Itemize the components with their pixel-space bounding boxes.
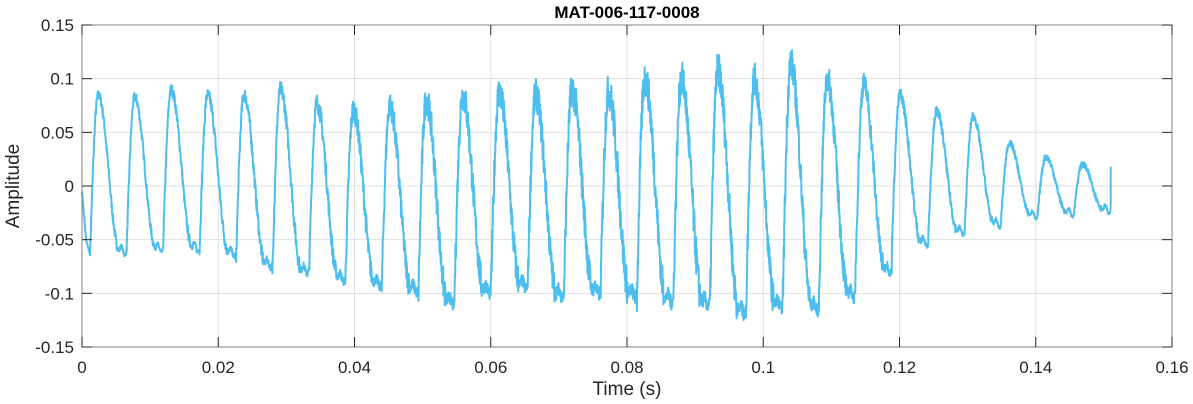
x-tick-label: 0.14 (1019, 358, 1052, 377)
x-tick-label: 0.1 (751, 358, 775, 377)
x-tick-label: 0.12 (883, 358, 916, 377)
signal-line (81, 49, 1112, 321)
y-tick-label: 0.05 (41, 123, 74, 142)
chart-title: MAT-006-117-0008 (554, 3, 699, 22)
x-axis-label: Time (s) (593, 379, 662, 400)
y-tick-label: 0 (65, 177, 74, 196)
y-tick-label: -0.05 (35, 231, 74, 250)
x-tick-label: 0.02 (202, 358, 235, 377)
x-tick-label: 0.04 (338, 358, 371, 377)
x-tick-label: 0.06 (474, 358, 507, 377)
y-axis-label: Amplitude (3, 144, 24, 229)
ticks: 0 0.02 0.04 0.06 0.08 0.1 0.12 0.14 0.16 -0.15 -0.… (35, 16, 1188, 377)
y-tick-label: -0.1 (45, 284, 74, 303)
x-tick-label: 0.16 (1155, 358, 1188, 377)
x-tick-label: 0 (77, 358, 86, 377)
x-tick-label: 0.08 (610, 358, 643, 377)
y-tick-label: -0.15 (35, 338, 74, 357)
y-tick-label: 0.1 (50, 70, 74, 89)
y-tick-label: 0.15 (41, 16, 74, 35)
